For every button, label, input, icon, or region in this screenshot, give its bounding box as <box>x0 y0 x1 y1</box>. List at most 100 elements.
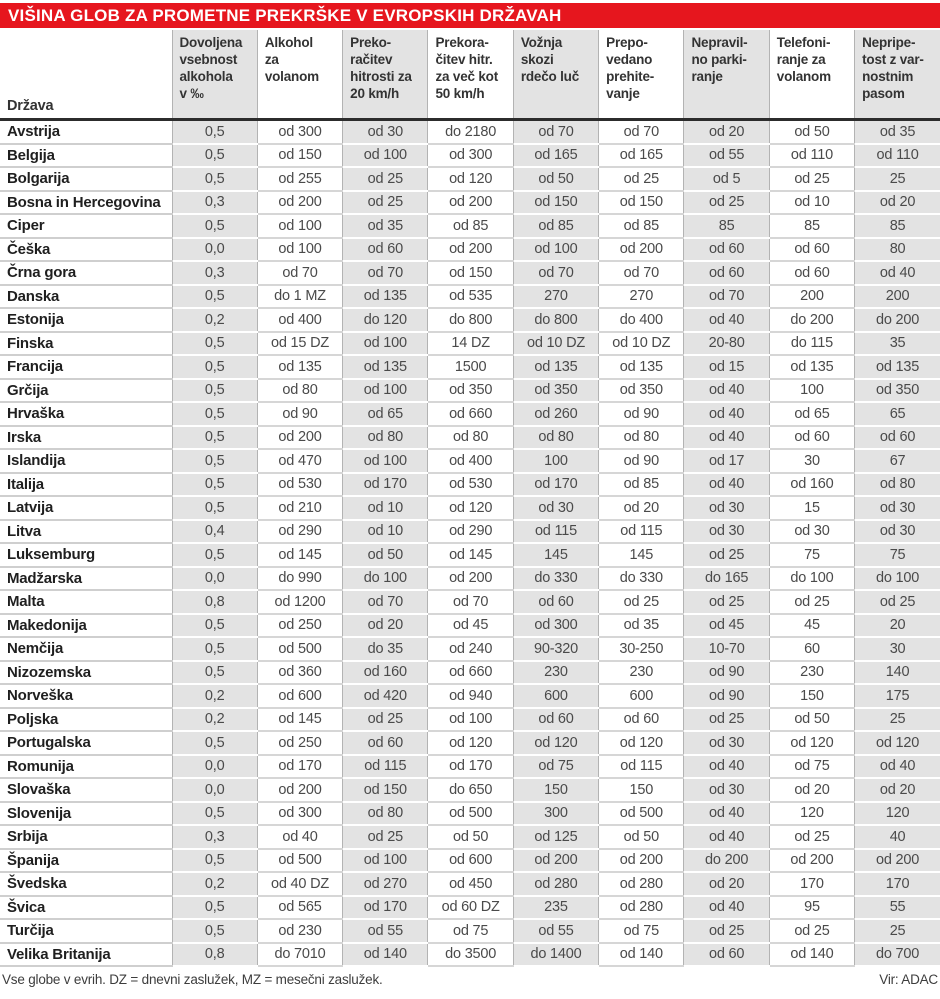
country-cell: Španija <box>0 848 172 873</box>
value-cell: od 200 <box>256 190 343 215</box>
value-cell: od 90 <box>683 660 770 685</box>
value-cell: do 100 <box>854 566 940 591</box>
value-cell: od 55 <box>683 143 770 168</box>
value-cell: 145 <box>598 543 684 568</box>
table-row: Turčija 0,5 od 230 od 55 od 75 od 55 od 75 od 2… <box>0 919 940 944</box>
value-cell: od 500 <box>427 801 514 826</box>
value-cell: 0,5 <box>171 637 258 662</box>
value-cell: od 470 <box>256 449 343 474</box>
value-cell: od 20 <box>854 778 940 803</box>
value-cell: od 60 DZ <box>427 895 514 920</box>
country-cell: Irska <box>0 425 172 450</box>
value-cell: od 75 <box>598 919 684 944</box>
value-cell: do 200 <box>768 308 855 333</box>
table-row: Velika Britanija 0,8 do 7010 od 140 do 3500 d… <box>0 942 940 967</box>
value-cell: 230 <box>512 660 599 685</box>
country-cell: Avstrija <box>0 119 172 145</box>
value-cell: od 500 <box>256 848 343 873</box>
value-cell: od 60 <box>342 731 428 756</box>
value-cell: od 30 <box>854 519 940 544</box>
country-cell: Norveška <box>0 684 172 709</box>
value-cell: 0,5 <box>171 449 258 474</box>
value-cell: od 135 <box>768 355 855 380</box>
value-cell: 0,5 <box>171 613 258 638</box>
value-cell: od 40 <box>256 825 343 850</box>
value-cell: od 10 DZ <box>512 331 599 356</box>
value-cell: od 90 <box>598 449 684 474</box>
value-cell: 0,2 <box>171 684 258 709</box>
value-cell: od 20 <box>683 872 770 897</box>
value-cell: od 30 <box>683 496 770 521</box>
value-cell: od 60 <box>683 237 770 262</box>
value-cell: od 25 <box>683 707 770 732</box>
value-cell: 0,5 <box>171 848 258 873</box>
value-cell: od 280 <box>512 872 599 897</box>
value-cell: od 70 <box>342 261 428 286</box>
value-cell: 170 <box>854 872 940 897</box>
value-cell: od 120 <box>512 731 599 756</box>
country-cell: Malta <box>0 590 172 615</box>
value-cell: od 200 <box>512 848 599 873</box>
value-cell: od 100 <box>342 449 428 474</box>
value-cell: od 535 <box>427 284 514 309</box>
value-cell: od 660 <box>427 402 514 427</box>
value-cell: od 40 <box>683 801 770 826</box>
value-cell: do 1 MZ <box>256 284 343 309</box>
value-cell: 230 <box>598 660 684 685</box>
value-cell: 200 <box>854 284 940 309</box>
value-cell: od 40 <box>683 378 770 403</box>
value-cell: 0,5 <box>171 378 258 403</box>
country-cell: Makedonija <box>0 613 172 638</box>
value-cell: od 530 <box>427 472 514 497</box>
value-cell: od 200 <box>854 848 940 873</box>
value-cell: od 80 <box>598 425 684 450</box>
value-cell: do 2180 <box>427 119 514 145</box>
value-cell: 30 <box>854 637 940 662</box>
value-cell: 120 <box>854 801 940 826</box>
table-row: Finska 0,5 od 15 DZ od 100 14 DZ od 10 DZ od 1… <box>0 331 940 356</box>
table-footer: Vse globe v evrih. DZ = dnevni zaslužek,… <box>0 967 940 987</box>
table-row: Avstrija 0,5 od 300 od 30 do 2180 od 70 od 70 o… <box>0 119 940 145</box>
value-cell: od 200 <box>768 848 855 873</box>
value-cell: od 120 <box>427 167 514 192</box>
value-cell: do 165 <box>683 566 770 591</box>
table-row: Francija 0,5 od 135 od 135 1500 od 135 od 135 o… <box>0 355 940 380</box>
value-cell: od 250 <box>256 613 343 638</box>
value-cell: od 35 <box>342 214 428 239</box>
value-cell: do 100 <box>342 566 428 591</box>
value-cell: od 600 <box>427 848 514 873</box>
value-cell: od 85 <box>512 214 599 239</box>
value-cell: od 25 <box>683 919 770 944</box>
value-cell: od 30 <box>683 778 770 803</box>
value-cell: od 20 <box>854 190 940 215</box>
value-cell: od 75 <box>512 754 599 779</box>
value-cell: od 230 <box>256 919 343 944</box>
value-cell: do 400 <box>598 308 684 333</box>
value-cell: od 70 <box>598 119 684 145</box>
value-cell: 0,5 <box>171 731 258 756</box>
value-cell: od 255 <box>256 167 343 192</box>
value-cell: do 330 <box>598 566 684 591</box>
value-cell: od 25 <box>768 919 855 944</box>
value-cell: od 25 <box>768 590 855 615</box>
value-cell: 0,3 <box>171 190 258 215</box>
table-row: Islandija 0,5 od 470 od 100 od 400 100 od 90 od… <box>0 449 940 474</box>
country-cell: Luksemburg <box>0 543 172 568</box>
value-cell: od 60 <box>683 261 770 286</box>
value-cell: 235 <box>512 895 599 920</box>
table-row: Švedska 0,2 od 40 DZ od 270 od 450 od 280 od 2… <box>0 872 940 897</box>
value-cell: od 40 <box>683 472 770 497</box>
value-cell: od 80 <box>854 472 940 497</box>
value-cell: 0,5 <box>171 895 258 920</box>
value-cell: 0,5 <box>171 472 258 497</box>
country-cell: Ciper <box>0 214 172 239</box>
value-cell: 200 <box>768 284 855 309</box>
page-title: VIŠINA GLOB ZA PROMETNE PREKRŠKE V EVROP… <box>0 3 940 28</box>
value-cell: 25 <box>854 167 940 192</box>
value-cell: od 40 <box>683 895 770 920</box>
value-cell: 0,5 <box>171 801 258 826</box>
value-cell: od 110 <box>854 143 940 168</box>
value-cell: od 170 <box>512 472 599 497</box>
value-cell: 95 <box>768 895 855 920</box>
